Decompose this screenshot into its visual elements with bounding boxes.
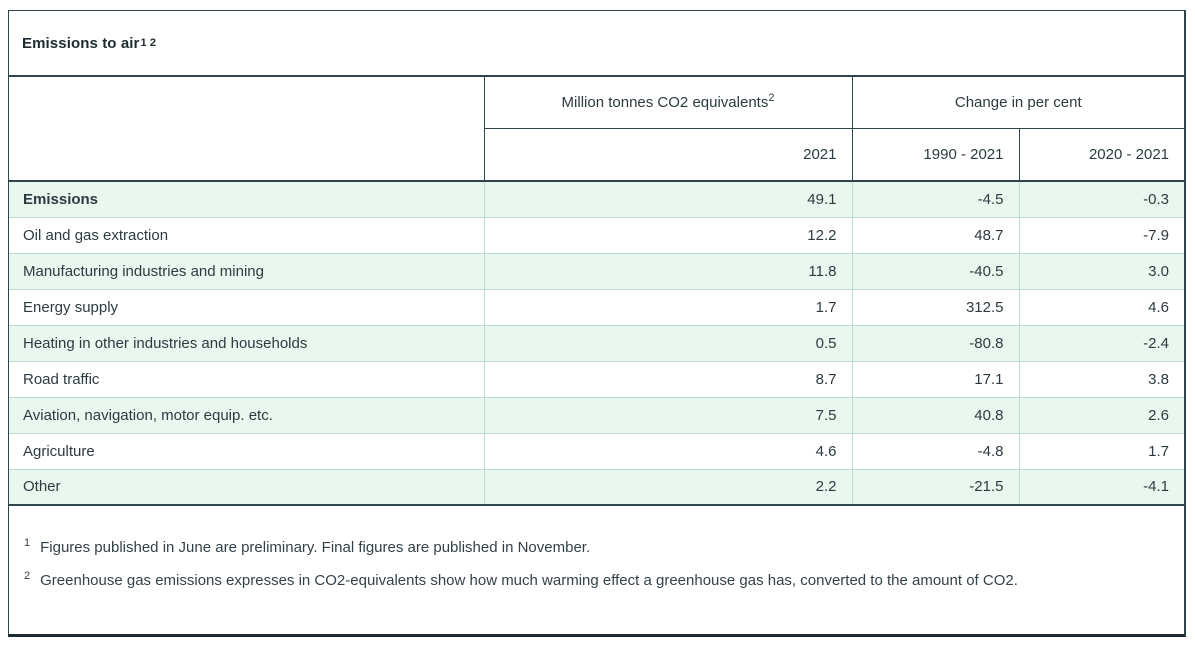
column-group-footnote-ref: 2 [768,91,775,104]
row-label: Road traffic [9,361,484,398]
value-cell: 0.5 [483,325,852,362]
row-label: Agriculture [9,433,484,470]
table-title: Emissions to air 1 2 [9,11,1184,77]
value-cell: -7.9 [1018,217,1185,254]
value-cell: 1.7 [483,289,852,326]
footnote-1: 1 Figures published in June are prelimina… [24,537,1164,558]
row-label: Manufacturing industries and mining [9,253,484,290]
table-row-heating: Heating in other industries and househol… [9,325,1185,362]
value-cell: -80.8 [851,325,1019,362]
footnote-2-marker: 2 [24,569,31,582]
value-cell: -2.4 [1018,325,1185,362]
footnote-2: 2 Greenhouse gas emissions expresses in C… [24,569,1164,591]
column-header-row: 2021 1990 - 2021 2020 - 2021 [9,128,1185,182]
value-cell: 7.5 [483,397,852,434]
value-cell: 3.0 [1018,253,1185,290]
table-row-oil-gas: Oil and gas extraction 12.2 48.7 -7.9 [9,217,1185,254]
footnote-1-text: Figures published in June are preliminar… [40,539,591,556]
column-group-row: Million tonnes CO2 equivalents2 Change i… [9,77,1185,182]
value-cell: 312.5 [851,289,1019,326]
footnotes-section: 1 Figures published in June are prelimina… [9,506,1184,591]
row-label: Aviation, navigation, motor equip. etc. [9,397,484,434]
row-label: Oil and gas extraction [9,217,484,254]
column-header-1990-2021: 1990 - 2021 [851,128,1019,182]
value-cell: 40.8 [851,397,1019,434]
column-group-million-tonnes: Million tonnes CO2 equivalents2 [483,77,852,129]
table-row-other: Other 2.2 -21.5 -4.1 [9,469,1185,506]
table-row-emissions: Emissions 49.1 -4.5 -0.3 [9,181,1185,218]
value-cell: -0.3 [1018,181,1185,218]
column-header-2021: 2021 [483,128,852,182]
corner-cell [9,77,484,182]
value-cell: 4.6 [1018,289,1185,326]
value-cell: -21.5 [851,469,1019,506]
column-group-million-tonnes-label: Million tonnes CO2 equivalents [561,93,769,111]
value-cell: -4.8 [851,433,1019,470]
row-label: Energy supply [9,289,484,326]
table-row-agriculture: Agriculture 4.6 -4.8 1.7 [9,433,1185,470]
emissions-table: Million tonnes CO2 equivalents2 Change i… [9,77,1185,506]
row-label: Heating in other industries and househol… [9,325,484,362]
value-cell: 3.8 [1018,361,1185,398]
value-cell: 17.1 [851,361,1019,398]
footnote-2-text: Greenhouse gas emissions expresses in CO… [40,571,1018,589]
column-group-change-percent: Change in per cent [851,77,1185,129]
value-cell: -40.5 [851,253,1019,290]
row-label: Emissions [9,181,484,218]
value-cell: 2.6 [1018,397,1185,434]
value-cell: 4.6 [483,433,852,470]
row-label: Other [9,469,484,506]
value-cell: 49.1 [483,181,852,218]
table-row-road-traffic: Road traffic 8.7 17.1 3.8 [9,361,1185,398]
value-cell: 2.2 [483,469,852,506]
value-cell: 11.8 [483,253,852,290]
column-header-2020-2021: 2020 - 2021 [1018,128,1185,182]
value-cell: -4.1 [1018,469,1185,506]
value-cell: -4.5 [851,181,1019,218]
footnote-1-marker: 1 [24,537,31,549]
table-row-energy-supply: Energy supply 1.7 312.5 4.6 [9,289,1185,326]
value-cell: 48.7 [851,217,1019,254]
table-title-text: Emissions to air [22,34,140,52]
table-row-aviation: Aviation, navigation, motor equip. etc. … [9,397,1185,434]
value-cell: 1.7 [1018,433,1185,470]
value-cell: 8.7 [483,361,852,398]
emissions-table-card: Emissions to air 1 2 Million tonnes CO2 e… [8,10,1186,637]
table-row-manufacturing: Manufacturing industries and mining 11.8… [9,253,1185,290]
value-cell: 12.2 [483,217,852,254]
